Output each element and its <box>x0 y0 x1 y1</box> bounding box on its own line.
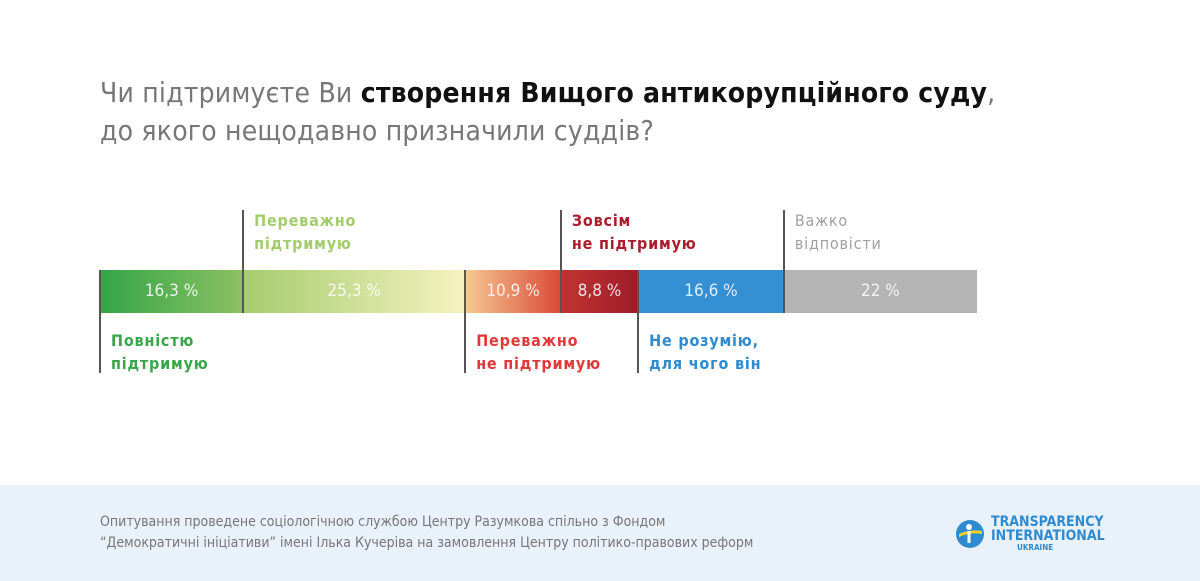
category-label-line: Переважно <box>476 331 579 350</box>
leader-line <box>637 270 640 373</box>
bar-segment-4 <box>560 270 639 313</box>
logo-line1: TRANSPARENCY <box>991 514 1104 530</box>
bar-value-label: 8,8 % <box>577 281 622 301</box>
ti-globe-icon <box>956 520 984 548</box>
leader-line <box>559 210 562 313</box>
category-label: Повністю підтримую <box>111 329 209 375</box>
title-pre: Чи підтримуєте Ви <box>100 76 361 109</box>
bar-segment-3 <box>465 270 561 313</box>
category-label: Важко відповісти <box>795 209 882 255</box>
leader-line <box>464 270 467 373</box>
footer-line2: “Демократичні ініціативи” імені Ілька Ку… <box>100 535 754 551</box>
category-label-line: Повністю <box>111 331 195 350</box>
category-label-line: Переважно <box>254 211 357 230</box>
bar-value-label: 25,3 % <box>327 281 381 301</box>
category-label-line: не підтримую <box>571 234 697 253</box>
category-label: Не розумію, для чого він <box>649 329 761 375</box>
footer-source-note: Опитування проведене соціологічною служб… <box>100 512 753 554</box>
logo-line2: INTERNATIONAL <box>991 528 1105 544</box>
leader-line <box>99 270 101 373</box>
transparency-international-logo: TRANSPARENCY INTERNATIONAL UKRAINE <box>955 515 1105 553</box>
category-label-line: відповісти <box>794 234 882 253</box>
category-label-line: не підтримую <box>476 354 601 373</box>
title-post: , <box>987 76 996 109</box>
title-bold: створення Вищого антикорупційного суду <box>360 76 988 109</box>
category-label-line: Зовсім <box>571 211 632 230</box>
bar-segment-6 <box>783 270 977 313</box>
category-label-line: Не розумію, <box>649 331 759 350</box>
footer: Опитування проведене соціологічною служб… <box>0 485 1200 581</box>
chart-title: Чи підтримуєте Ви створення Вищого антик… <box>100 74 995 150</box>
category-label: Переважно підтримую <box>254 209 356 255</box>
bar-segment-1 <box>100 270 244 313</box>
category-label-line: підтримую <box>254 234 352 253</box>
category-label-line: для чого він <box>649 354 762 373</box>
category-label: Переважно не підтримую <box>476 329 601 375</box>
footer-line1: Опитування проведене соціологічною служб… <box>100 514 666 530</box>
category-label: Зовсім не підтримую <box>572 209 697 255</box>
stacked-bar-chart: 16,3 % Повністю підтримую 25,3 % Переважно пі… <box>99 209 977 375</box>
bar-segment-5 <box>638 270 784 313</box>
bar-segment-2 <box>243 270 466 313</box>
category-label-line: підтримую <box>111 354 209 373</box>
bar-value-label: 16,6 % <box>684 281 738 301</box>
leader-line <box>242 210 245 313</box>
title-line2: до якого нещодавно призначили суддів? <box>100 114 655 147</box>
logo-line3: UKRAINE <box>1017 543 1054 552</box>
bar-value-label: 10,9 % <box>486 281 540 301</box>
category-label-line: Важко <box>794 211 849 230</box>
bar-value-label: 16,3 % <box>144 281 199 301</box>
leader-line <box>782 210 785 313</box>
bar-value-label: 22 % <box>860 281 900 301</box>
